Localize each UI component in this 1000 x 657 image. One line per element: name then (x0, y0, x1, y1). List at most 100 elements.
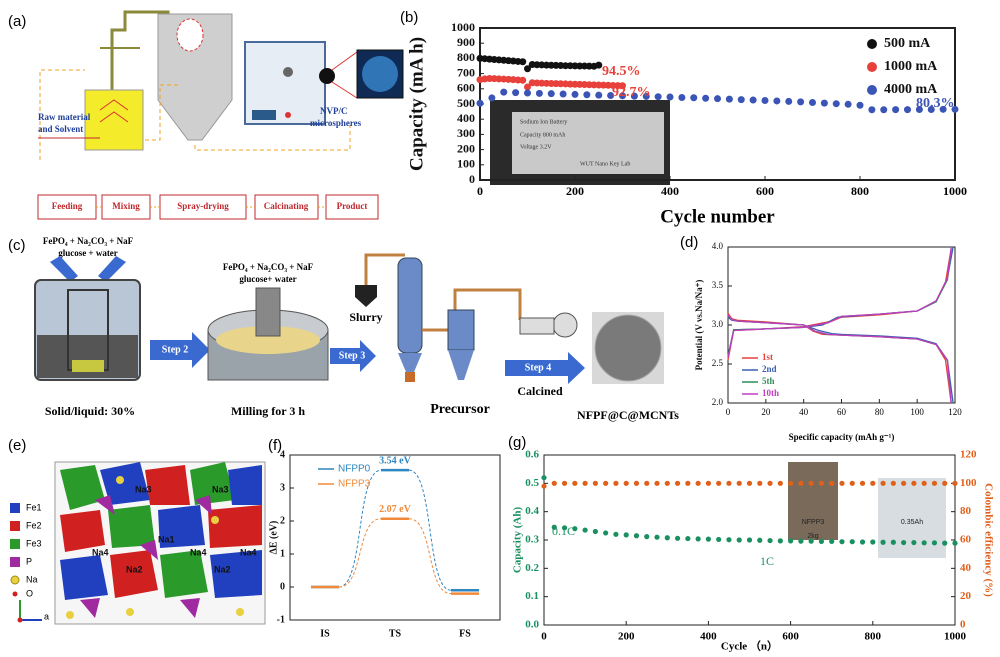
data-point (644, 534, 650, 540)
tetrahedron (195, 495, 212, 515)
legend-label: Na (26, 574, 38, 584)
x-tick-label: 100 (910, 407, 924, 417)
slurry: Slurry (349, 310, 382, 324)
data-point (761, 97, 769, 105)
step-arrow (150, 332, 210, 368)
flow-box (325, 194, 379, 220)
mill-balls (216, 326, 320, 354)
data-point (633, 480, 640, 486)
y-tick-label: 500 (457, 96, 475, 110)
y2-tick-label: 0 (960, 619, 966, 631)
y2-tick-label: 60 (960, 534, 972, 546)
inset-text: 2kg (807, 533, 818, 540)
data-point (777, 480, 783, 486)
data-point (746, 480, 753, 486)
data-point (630, 92, 638, 100)
y-tick-label: 2.0 (712, 397, 724, 407)
connector (338, 469, 382, 588)
data-point (736, 537, 742, 543)
data-point (726, 480, 732, 486)
data-point (736, 480, 742, 486)
mill-shaft (255, 287, 281, 337)
data-point (654, 534, 660, 540)
data-point (613, 531, 619, 537)
data-point (551, 524, 557, 530)
x-tick-label: 200 (566, 184, 584, 198)
data-point (952, 540, 958, 546)
inset-text: 0.35Ah (901, 519, 923, 526)
x-tick-label: 20 (761, 407, 771, 417)
spray-dryer (157, 13, 233, 141)
data-point (901, 539, 907, 546)
pipe (364, 253, 405, 285)
x-axis-label: Cycle number (660, 206, 775, 227)
raw-material: and Solvent (38, 124, 83, 134)
annotation: 1C (760, 554, 774, 568)
na-atom (211, 516, 219, 524)
octahedron (190, 462, 235, 505)
tetrahedron (140, 540, 158, 560)
data-point (619, 92, 626, 100)
pipe (422, 288, 522, 332)
legend-label: 5th (762, 376, 775, 386)
y-tick-label: 0 (469, 172, 475, 186)
data-point (572, 480, 578, 486)
tetrahedron (80, 598, 100, 618)
plot-frame (289, 454, 501, 621)
data-point (714, 95, 721, 103)
connector (408, 518, 452, 595)
flow-step: Feeding (52, 201, 83, 211)
data-point (785, 97, 793, 105)
x-tick-label: 1000 (943, 184, 967, 198)
legend-label: 1st (762, 352, 773, 362)
y2-axis-label: Colombic efficiency (%) (982, 483, 994, 597)
site-label: Na3 (135, 484, 152, 494)
data-point (541, 475, 547, 481)
data-point (820, 99, 828, 107)
beaker (84, 89, 144, 151)
data-point (921, 540, 927, 546)
x-tick-label: 80 (875, 407, 885, 417)
milling: Milling for 3 h (231, 404, 305, 418)
site-label: Na2 (126, 564, 143, 574)
reagents: glucose+ water (239, 274, 296, 284)
panel-label: (d) (680, 234, 698, 251)
site-label: Na4 (190, 547, 207, 557)
data-point (613, 480, 619, 486)
data-point (666, 93, 674, 101)
site-label: Na4 (92, 547, 109, 557)
y-tick-label: 4.0 (712, 241, 724, 251)
tetrahedron (180, 598, 200, 618)
data-point (818, 538, 825, 545)
annotation: 0.1C (552, 524, 575, 538)
data-point (749, 96, 757, 104)
dryer-column (397, 257, 423, 354)
fan (552, 312, 578, 338)
panel-label: (f) (268, 437, 282, 454)
octahedron (60, 510, 105, 552)
legend-swatch (10, 575, 20, 585)
data-point (757, 480, 763, 486)
legend-label: NFPP0 (338, 464, 371, 475)
sem-sphere (594, 314, 662, 382)
x-tick-label: FS (459, 628, 471, 639)
legend-label: O (26, 588, 33, 598)
data-point (690, 94, 698, 102)
step: Step 3 (339, 350, 365, 361)
x-tick-label: TS (389, 628, 402, 639)
data-point (798, 480, 804, 486)
flow-step: Mixing (112, 201, 140, 211)
product-label: NVP/C (320, 106, 348, 116)
octahedron (108, 505, 155, 548)
flow-step: Spray-drying (177, 201, 229, 211)
reagents: FePO₄ + Na₂CO₃ + NaF (43, 236, 134, 246)
data-point (911, 480, 917, 486)
data-point (685, 480, 691, 486)
site-label: Na2 (214, 564, 231, 574)
data-point (911, 539, 917, 546)
data-point (524, 83, 531, 91)
y-tick-label: 800 (457, 50, 475, 64)
flow-step: Calcinating (264, 201, 309, 211)
data-point (524, 65, 531, 73)
